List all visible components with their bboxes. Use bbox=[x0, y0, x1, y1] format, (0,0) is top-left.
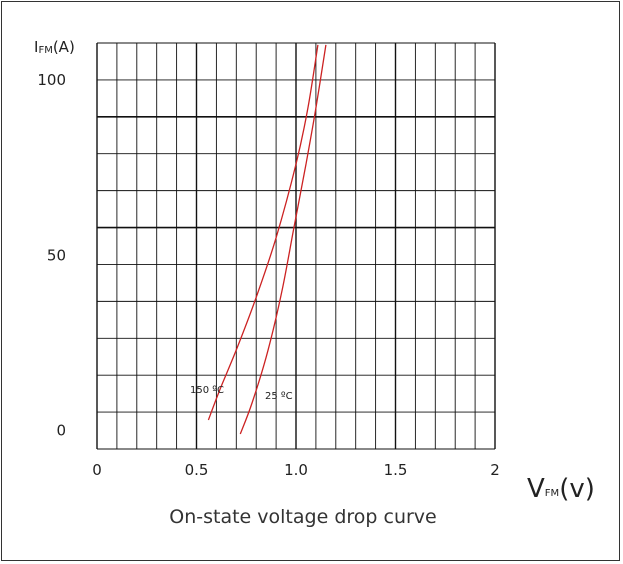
y-axis-subscript: FM bbox=[38, 45, 52, 56]
curves bbox=[207, 44, 327, 435]
y-tick-label: 50 bbox=[47, 246, 66, 264]
x-tick-label: 0.5 bbox=[185, 461, 209, 479]
x-tick-label: 1.5 bbox=[384, 461, 408, 479]
chart-title: On-state voltage drop curve bbox=[169, 506, 436, 528]
y-tick-label: 100 bbox=[37, 71, 66, 89]
grid bbox=[96, 42, 496, 450]
x-axis-subscript: FM bbox=[545, 488, 559, 499]
x-axis-symbol: V bbox=[527, 474, 545, 504]
x-axis-unit: (v) bbox=[559, 474, 595, 504]
curve-150c bbox=[207, 44, 319, 421]
y-tick-label: 0 bbox=[56, 422, 66, 440]
x-tick-label: 2 bbox=[490, 461, 500, 479]
curve-25c bbox=[239, 44, 327, 435]
y-axis-unit: (A) bbox=[53, 38, 75, 56]
curve-label-150c: 150 ºC bbox=[190, 385, 224, 396]
curve-label-25c: 25 ºC bbox=[265, 391, 293, 402]
x-axis-label: VFM(v) bbox=[527, 474, 595, 504]
x-tick-label: 0 bbox=[92, 461, 102, 479]
y-axis-label: IFM(A) bbox=[34, 38, 75, 56]
x-tick-label: 1.0 bbox=[284, 461, 308, 479]
tick-labels: 0 0.5 1.0 1.5 2 0 50 100 150 ºC 25 ºC bbox=[37, 71, 499, 479]
y-axis-symbol: I bbox=[34, 38, 38, 56]
